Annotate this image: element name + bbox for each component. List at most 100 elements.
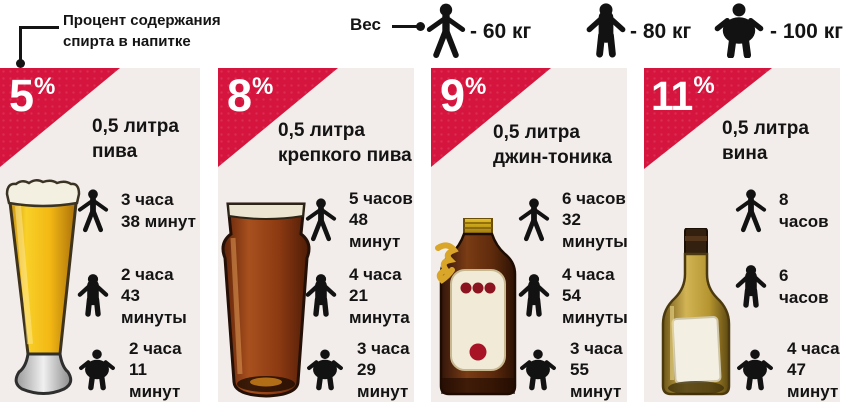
metabolism-time-row-100kg: 2 часа 11 минут — [76, 338, 200, 402]
time-line1: 5 часов — [349, 189, 413, 208]
time-text: 4 часа 47 минут — [787, 338, 840, 402]
metabolism-time-row-60kg: 3 часа 38 минут — [76, 188, 196, 233]
time-text: 8 часов — [779, 189, 840, 232]
time-line2: 11 минут — [129, 360, 181, 401]
drink-name-line2: вина — [722, 143, 768, 165]
person-100kg-icon — [517, 347, 559, 392]
percent-sign: % — [34, 73, 55, 100]
metabolism-time-row-80kg: 2 часа 43 минуты — [76, 264, 200, 328]
drink-card-strong-beer: 8% 0,5 литра крепкого пива 5 часов — [218, 68, 414, 402]
time-line1: 4 часа — [349, 265, 402, 284]
time-text: 3 часа 38 минут — [121, 189, 196, 232]
drink-name: 0,5 литра пива — [92, 114, 179, 164]
metabolism-time-row-80kg: 4 часа 54 минуты — [517, 264, 628, 328]
drink-name-line1: 0,5 литра — [722, 118, 809, 139]
time-line1: 6 часов — [562, 189, 626, 208]
metabolism-time-row-60kg: 6 часов 32 минуты — [517, 188, 628, 252]
beer-glass-image — [5, 179, 81, 395]
drink-name-line2: джин-тоника — [493, 147, 612, 169]
drink-name-line2: крепкого пива — [278, 145, 412, 167]
callout-line — [19, 26, 59, 29]
metabolism-time-row-100kg: 4 часа 47 минут — [734, 338, 840, 402]
drink-name-line1: 0,5 литра — [278, 120, 365, 141]
percent-text: 9% — [440, 70, 486, 122]
percent-value: 8 — [227, 70, 252, 121]
percent-sign: % — [465, 73, 486, 100]
metabolism-time-row-60kg: 5 часов 48 минут — [304, 188, 414, 252]
drink-name: 0,5 литра крепкого пива — [278, 118, 412, 168]
time-text: 4 часа 21 минута — [349, 264, 414, 328]
percent-text: 11% — [651, 72, 715, 120]
percent-value: 9 — [440, 70, 465, 121]
person-100kg-icon — [710, 3, 768, 58]
callout-dot — [16, 59, 25, 68]
time-line1: 2 часа — [129, 339, 182, 358]
metabolism-time-row-80kg: 4 часа 21 минута — [304, 264, 414, 328]
person-60kg-icon — [424, 3, 468, 58]
time-line2: 38 минут — [121, 211, 196, 231]
time-text: 4 часа 54 минуты — [562, 264, 628, 328]
percent-value: 5 — [9, 70, 34, 121]
time-line2: 47 минут — [787, 360, 839, 401]
drink-card-wine: 11% 0,5 литра вина 8 часов — [644, 68, 840, 402]
metabolism-time-row-100kg: 3 часа 29 минут — [304, 338, 414, 402]
drink-name-line1: 0,5 литра — [92, 116, 179, 137]
person-80kg-icon — [304, 273, 338, 318]
alcohol-percent-label-line2: спирта в напитке — [63, 33, 191, 50]
time-line2: 32 минуты — [562, 210, 628, 251]
time-text: 2 часа 43 минуты — [121, 264, 200, 328]
time-line2: 55 минут — [570, 360, 622, 401]
person-80kg-icon — [734, 264, 768, 309]
drink-card-gin-tonic: 9% 0,5 литра джин-тоника — [431, 68, 628, 402]
percent-text: 8% — [227, 70, 273, 122]
person-60kg-icon — [304, 197, 338, 242]
weight-arrow-line — [392, 25, 419, 28]
person-100kg-icon — [734, 347, 776, 392]
drink-name-line2: пива — [92, 141, 138, 163]
weight-60kg-label: - 60 кг — [470, 20, 532, 43]
metabolism-time-row-100kg: 3 часа 55 минут — [517, 338, 627, 402]
percent-value: 11 — [651, 73, 693, 119]
time-line2: 29 минут — [357, 360, 409, 401]
time-line1: 6 часов — [779, 266, 829, 307]
weight-arrow-dot — [416, 21, 425, 31]
time-line1: 3 часа — [570, 339, 623, 358]
time-line2: 43 минуты — [121, 286, 187, 327]
time-line1: 8 часов — [779, 190, 829, 231]
person-60kg-icon — [734, 188, 768, 233]
time-text: 6 часов — [779, 265, 840, 308]
person-100kg-icon — [76, 347, 118, 392]
drink-card-beer: 5% 0,5 литра пива 3 — [0, 68, 200, 402]
person-100kg-icon — [304, 347, 346, 392]
time-line2: 48 минут — [349, 210, 401, 251]
person-80kg-icon — [76, 273, 110, 318]
time-line1: 4 часа — [562, 265, 615, 284]
weight-80kg-label: - 80 кг — [630, 20, 692, 43]
callout-line — [19, 26, 22, 62]
strong-beer-pint-image — [221, 202, 311, 398]
wine-bottle-image — [661, 228, 731, 396]
time-text: 3 часа 29 минут — [357, 338, 414, 402]
time-text: 3 часа 55 минут — [570, 338, 627, 402]
person-60kg-icon — [517, 197, 551, 242]
person-80kg-icon — [584, 3, 628, 58]
time-line2: 54 минуты — [562, 286, 628, 327]
gin-tonic-bottle-image — [435, 218, 517, 396]
alcohol-percent-label-line1: Процент содержания — [63, 12, 221, 29]
metabolism-time-row-60kg: 8 часов — [734, 188, 840, 233]
person-60kg-icon — [76, 188, 110, 233]
time-text: 6 часов 32 минуты — [562, 188, 628, 252]
drink-name: 0,5 литра вина — [722, 116, 809, 166]
time-text: 5 часов 48 минут — [349, 188, 414, 252]
percent-sign: % — [252, 73, 273, 100]
time-line1: 3 часа — [121, 190, 174, 210]
time-line1: 4 часа — [787, 339, 840, 358]
weight-label: Вес — [350, 15, 381, 34]
weight-100kg-label: - 100 кг — [770, 20, 843, 43]
time-line2: 21 минута — [349, 286, 410, 327]
alcohol-percent-label: Процент содержания спирта в напитке — [63, 10, 221, 52]
drink-name-line1: 0,5 литра — [493, 122, 580, 143]
time-line1: 3 часа — [357, 339, 410, 358]
person-80kg-icon — [517, 273, 551, 318]
